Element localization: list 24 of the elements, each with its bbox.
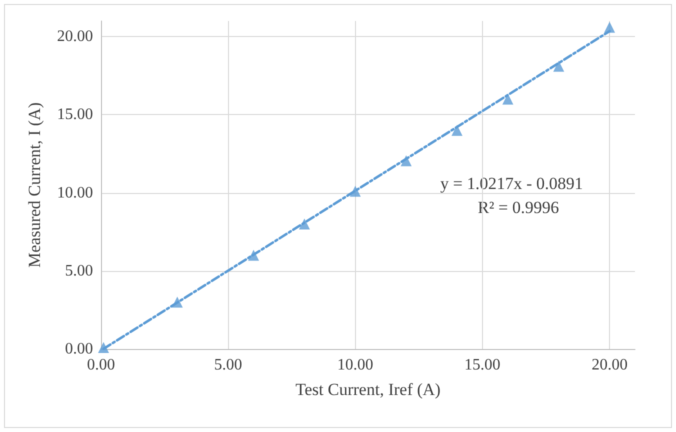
point [350,186,361,197]
annotation: y = 1.0217x - 0.0891 [440,174,583,193]
point [400,155,412,166]
x-tick-label: 15.00 [464,356,500,374]
x-tick-label: 5.00 [214,356,242,374]
y-tick-label: 20.00 [57,28,93,46]
point [248,250,260,261]
annotation: R² = 0.9996 [478,198,560,217]
point [452,124,462,136]
point [604,22,616,33]
x-axis-title: Test Current, Iref (A) [295,380,441,399]
point [172,296,183,308]
point [553,60,564,72]
x-tick-label: 0.00 [87,356,115,374]
point [98,342,110,353]
point [298,218,310,230]
y-tick-label: 0.00 [65,340,93,358]
y-tick-label: 10.00 [57,184,93,202]
y-tick-label: 5.00 [65,262,93,280]
point [502,94,514,105]
x-tick-label: 20.00 [592,356,628,374]
x-tick-label: 10.00 [337,356,374,374]
y-axis-title: Measured Current, I (A) [25,102,44,268]
y-tick-label: 15.00 [57,106,93,124]
